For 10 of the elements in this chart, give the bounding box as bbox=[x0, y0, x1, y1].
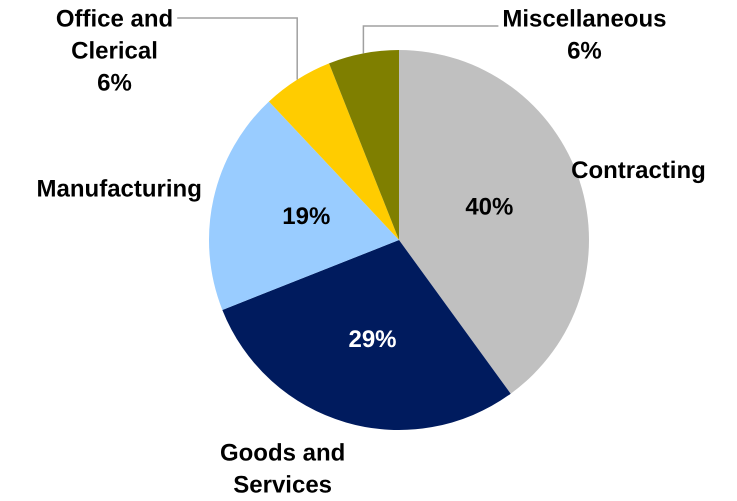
data-label: 6% bbox=[567, 38, 602, 65]
slice-label: Manufacturing bbox=[36, 176, 202, 203]
data-label: 6% bbox=[97, 70, 132, 97]
slice-label: Goods and Services bbox=[220, 440, 346, 499]
data-label: 19% bbox=[282, 202, 330, 230]
slice-label: Miscellaneous bbox=[502, 6, 666, 33]
data-label: 29% bbox=[348, 326, 397, 353]
slice-label: Office and Clerical bbox=[56, 6, 174, 65]
data-label: 40% bbox=[465, 193, 514, 220]
slice-label: Contracting bbox=[571, 157, 706, 184]
